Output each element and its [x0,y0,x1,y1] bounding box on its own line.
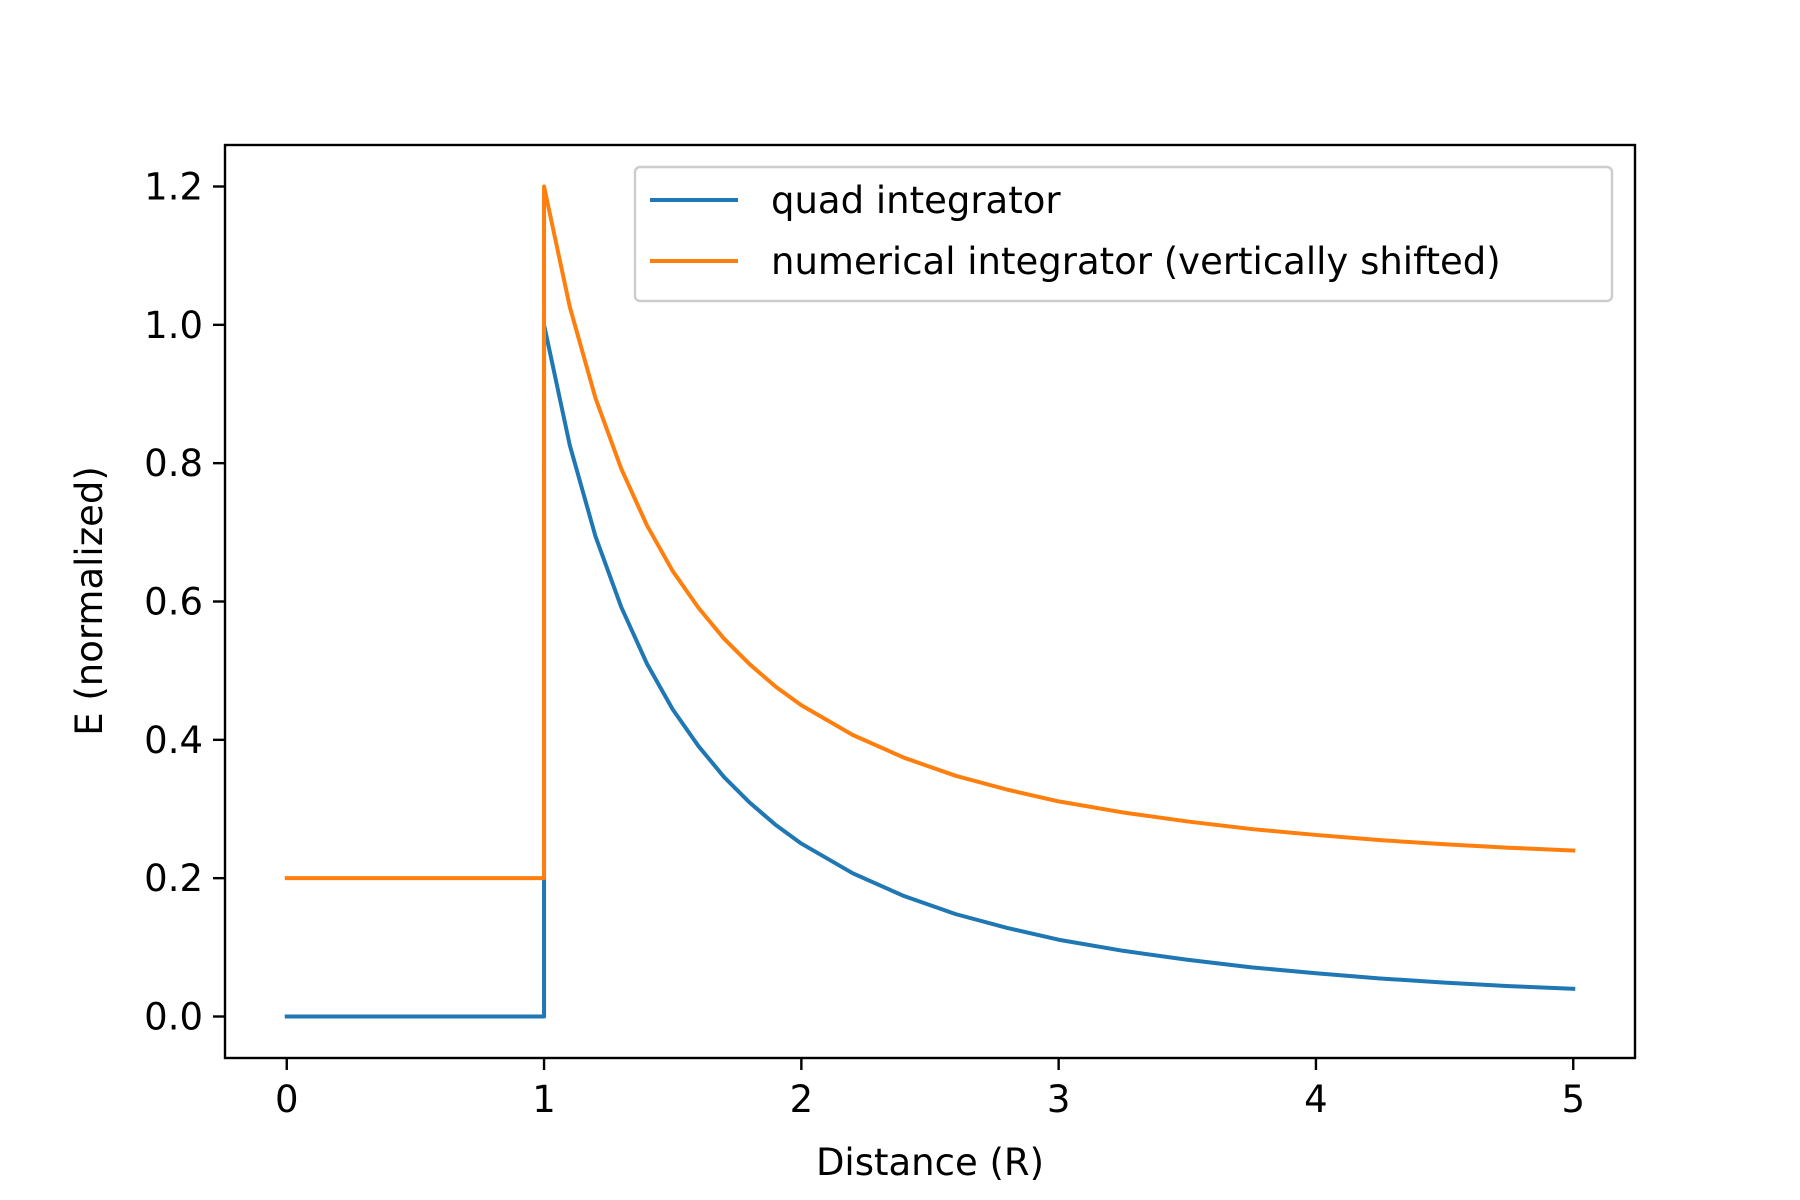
y-tick-label: 1.0 [144,304,203,347]
y-tick-label: 0.2 [144,857,203,900]
x-axis-label: Distance (R) [816,1141,1044,1184]
legend-label-numerical: numerical integrator (vertically shifted… [771,240,1501,283]
y-tick-label: 0.4 [144,719,203,762]
legend-label-quad: quad integrator [771,179,1061,222]
x-axis: 0 1 2 3 4 5 [275,1058,1585,1121]
x-tick-label: 2 [790,1078,814,1121]
y-tick-label: 0.6 [144,581,203,624]
series-line-quad-integrator [284,322,1576,1019]
y-axis-label: E (normalized) [68,466,111,736]
series-line-numerical-integrator [284,184,1576,881]
y-tick-label: 0.0 [144,996,203,1039]
x-tick-label: 3 [1047,1078,1071,1121]
legend: quad integrator numerical integrator (ve… [633,165,1614,303]
x-tick-label: 1 [532,1078,556,1121]
y-axis: 0.0 0.2 0.4 0.6 0.8 1.0 1.2 [144,166,225,1039]
series-layer [284,184,1576,1019]
x-tick-label: 5 [1561,1078,1585,1121]
legend-box [633,165,1614,303]
x-tick-label: 0 [275,1078,299,1121]
y-tick-label: 0.8 [144,442,203,485]
y-tick-label: 1.2 [144,166,203,209]
x-tick-label: 4 [1304,1078,1328,1121]
